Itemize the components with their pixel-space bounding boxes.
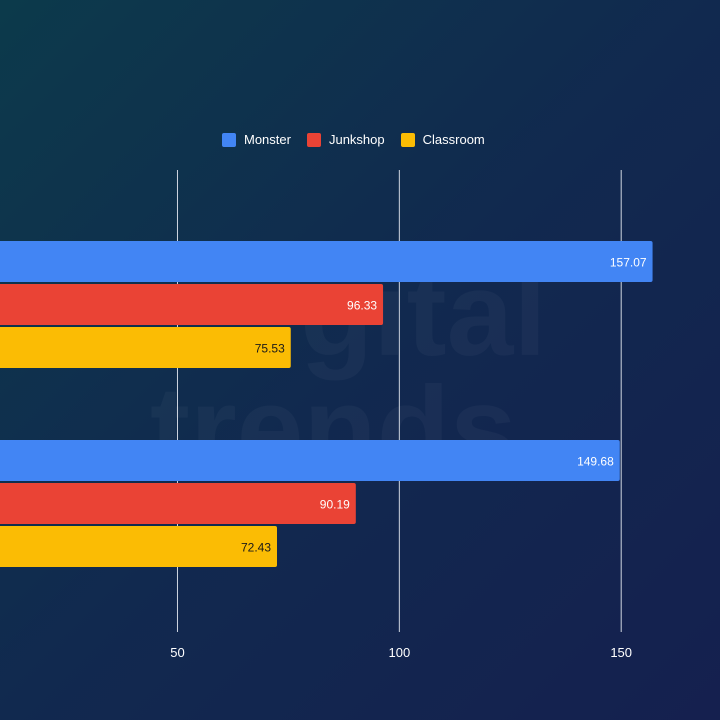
legend-item-monster: Monster <box>222 132 291 147</box>
chart-legend: Monster Junkshop Classroom <box>222 132 485 147</box>
data-label-junkshop-1: 96.33 <box>347 299 377 313</box>
bar-classroom-1 <box>0 327 291 368</box>
bar-junkshop-2 <box>0 483 356 524</box>
x-tick-label: 150 <box>610 645 632 660</box>
legend-item-classroom: Classroom <box>400 132 485 147</box>
data-label-classroom-1: 75.53 <box>255 342 285 356</box>
legend-swatch-junkshop <box>306 132 321 147</box>
legend-item-junkshop: Junkshop <box>306 132 385 147</box>
legend-label-junkshop: Junkshop <box>328 132 385 147</box>
legend-label-monster: Monster <box>244 132 291 147</box>
x-tick-label: 100 <box>388 645 410 660</box>
bars: 157.07 96.33 75.53 149.68 90.19 72.43 <box>0 241 653 567</box>
data-label-monster-1: 157.07 <box>610 256 647 270</box>
bar-monster-1 <box>0 241 653 282</box>
legend-label-classroom: Classroom <box>422 132 485 147</box>
legend-swatch-classroom <box>400 132 415 147</box>
bar-classroom-2 <box>0 526 278 567</box>
data-label-junkshop-2: 90.19 <box>320 498 350 512</box>
x-axis-ticks: 50 100 150 <box>170 645 632 660</box>
data-label-classroom-2: 72.43 <box>241 541 271 555</box>
legend-swatch-monster <box>222 132 236 147</box>
data-label-monster-2: 149.68 <box>577 455 614 469</box>
x-tick-label: 50 <box>170 645 184 660</box>
bar-junkshop-1 <box>0 284 384 325</box>
bar-monster-2 <box>0 440 620 481</box>
